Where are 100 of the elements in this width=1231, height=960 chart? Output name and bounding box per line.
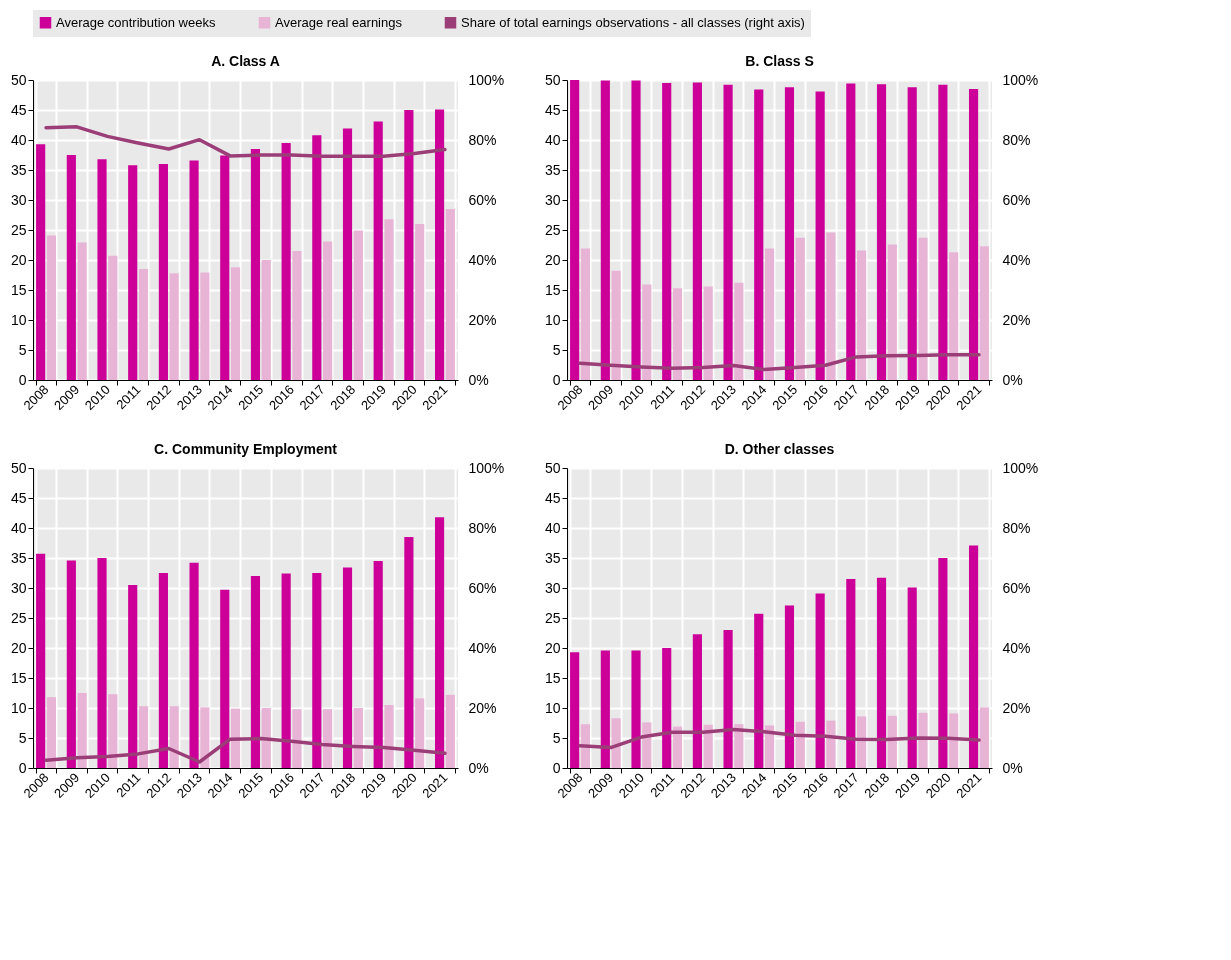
bar bbox=[77, 693, 87, 768]
bar bbox=[250, 576, 261, 768]
bar bbox=[373, 121, 383, 380]
bar bbox=[815, 91, 825, 380]
y-tick-label: 15 bbox=[544, 281, 561, 298]
bar bbox=[158, 164, 168, 380]
y2-tick-label: 0% bbox=[468, 371, 489, 388]
bar bbox=[631, 80, 641, 380]
bar bbox=[36, 553, 46, 768]
y-tick-label: 20 bbox=[544, 251, 561, 268]
line-series bbox=[578, 727, 981, 750]
bar bbox=[323, 709, 333, 768]
bar bbox=[220, 155, 230, 380]
y2-tick-label: 80% bbox=[1002, 519, 1031, 536]
y-tick-label: 50 bbox=[544, 71, 561, 88]
y2-tick-label: 20% bbox=[1002, 311, 1031, 328]
bar bbox=[281, 143, 291, 380]
y-tick-label: 50 bbox=[544, 459, 561, 476]
bar bbox=[77, 242, 87, 380]
bar bbox=[907, 587, 917, 768]
bar bbox=[66, 560, 76, 768]
bar bbox=[158, 573, 168, 768]
bar bbox=[138, 269, 149, 380]
bar bbox=[784, 87, 795, 380]
y-tick-label: 0 bbox=[552, 759, 561, 776]
bar bbox=[434, 517, 445, 768]
bar bbox=[312, 135, 322, 380]
bar bbox=[918, 712, 928, 768]
bar bbox=[672, 726, 683, 768]
y2-tick-label: 0% bbox=[1002, 371, 1023, 388]
y-tick-label: 5 bbox=[552, 729, 561, 746]
bar bbox=[692, 634, 702, 768]
y-tick-label: 40 bbox=[10, 519, 27, 536]
bar bbox=[857, 250, 867, 380]
bar bbox=[434, 109, 445, 380]
y-tick-label: 35 bbox=[10, 549, 27, 566]
bar bbox=[876, 577, 887, 768]
bar bbox=[846, 579, 856, 768]
y-tick-label: 10 bbox=[544, 699, 561, 716]
y2-tick-label: 60% bbox=[1002, 191, 1031, 208]
bar bbox=[703, 724, 713, 768]
bar bbox=[826, 720, 836, 768]
bar bbox=[846, 83, 856, 380]
bar bbox=[46, 235, 57, 380]
bar bbox=[938, 558, 948, 768]
bar bbox=[754, 89, 764, 380]
y-tick-label: 30 bbox=[544, 579, 561, 596]
bar bbox=[404, 537, 414, 768]
bar bbox=[292, 251, 302, 380]
y-tick-label: 45 bbox=[10, 489, 27, 506]
bar bbox=[415, 224, 425, 380]
y2-tick-label: 80% bbox=[468, 519, 497, 536]
y2-tick-label: 60% bbox=[468, 579, 497, 596]
y2-tick-label: 20% bbox=[1002, 699, 1031, 716]
y2-tick-label: 60% bbox=[1002, 579, 1031, 596]
y-tick-label: 25 bbox=[544, 221, 561, 238]
y2-tick-label: 80% bbox=[1002, 131, 1031, 148]
bar bbox=[968, 545, 979, 768]
bar bbox=[128, 585, 138, 768]
line-series bbox=[44, 125, 447, 158]
bar bbox=[200, 272, 210, 380]
bar bbox=[968, 89, 979, 380]
bar bbox=[46, 697, 57, 768]
bar bbox=[97, 558, 107, 768]
bar bbox=[938, 84, 948, 380]
bar bbox=[108, 255, 118, 380]
y-tick-label: 30 bbox=[544, 191, 561, 208]
y-tick-label: 40 bbox=[10, 131, 27, 148]
bar bbox=[949, 713, 959, 768]
y-tick-label: 10 bbox=[10, 311, 27, 328]
bar bbox=[764, 248, 775, 380]
y-tick-label: 5 bbox=[18, 341, 27, 358]
bar bbox=[169, 273, 179, 380]
bar bbox=[97, 159, 107, 380]
bar bbox=[384, 219, 394, 380]
y2-tick-label: 100% bbox=[468, 459, 505, 476]
bar bbox=[600, 80, 610, 380]
y2-tick-label: 100% bbox=[1002, 71, 1039, 88]
bar bbox=[230, 708, 241, 768]
bar bbox=[979, 707, 989, 768]
y2-tick-label: 20% bbox=[468, 311, 497, 328]
y2-tick-label: 40% bbox=[468, 251, 497, 268]
y-tick-label: 20 bbox=[10, 251, 27, 268]
y-tick-label: 25 bbox=[10, 609, 27, 626]
y-tick-label: 45 bbox=[10, 101, 27, 118]
bar bbox=[220, 589, 230, 768]
bar bbox=[66, 155, 76, 380]
bar bbox=[200, 707, 210, 768]
bar bbox=[734, 282, 744, 380]
bar bbox=[189, 160, 199, 380]
bar bbox=[230, 267, 241, 380]
bar bbox=[723, 84, 733, 380]
legend-label: Average contribution weeks bbox=[56, 14, 216, 30]
y-tick-label: 50 bbox=[10, 71, 27, 88]
y-tick-label: 5 bbox=[18, 729, 27, 746]
y2-tick-label: 0% bbox=[1002, 759, 1023, 776]
bar bbox=[826, 232, 836, 380]
bar bbox=[138, 706, 149, 768]
y2-tick-label: 40% bbox=[1002, 251, 1031, 268]
y2-tick-label: 0% bbox=[468, 759, 489, 776]
